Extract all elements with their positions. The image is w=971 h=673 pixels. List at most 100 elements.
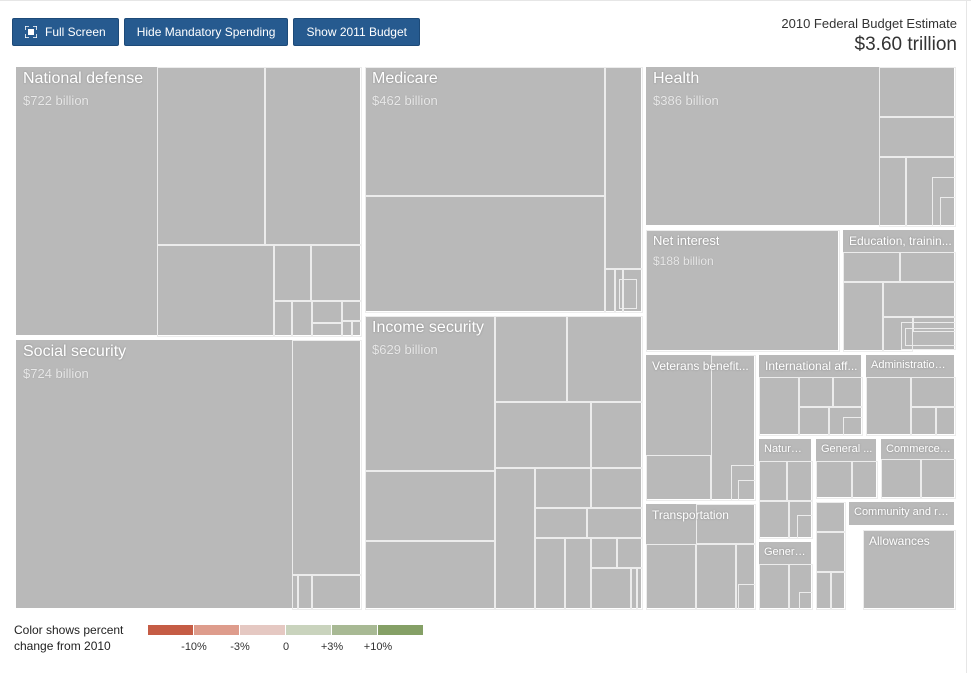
- treemap-subcell[interactable]: [816, 532, 846, 572]
- treemap-subcell[interactable]: [587, 508, 643, 538]
- treemap-subcell[interactable]: [843, 417, 863, 436]
- treemap-subcell[interactable]: [816, 502, 846, 532]
- treemap-subcell[interactable]: [591, 468, 643, 508]
- treemap-subcell[interactable]: [495, 402, 591, 468]
- treemap-subcell[interactable]: [759, 377, 799, 436]
- treemap-subcell[interactable]: [787, 461, 813, 501]
- treemap-subcell[interactable]: [905, 328, 956, 346]
- treemap-cell-10-administration[interactable]: Administration ...: [865, 354, 956, 436]
- treemap-cell-5-health[interactable]: Health $386 billion: [645, 66, 956, 227]
- treemap-subcell[interactable]: [605, 67, 643, 269]
- treemap-cell-18-allowances[interactable]: Allowances: [862, 529, 956, 610]
- treemap-subcell[interactable]: [881, 459, 921, 499]
- treemap-subcell[interactable]: [843, 282, 883, 352]
- treemap-subcell[interactable]: [637, 568, 643, 610]
- treemap-subcell[interactable]: [940, 197, 956, 227]
- treemap-subcell[interactable]: [591, 402, 643, 468]
- treemap-subcell[interactable]: [365, 196, 605, 313]
- treemap-subcell[interactable]: [591, 568, 631, 610]
- treemap-subcell[interactable]: [759, 461, 787, 501]
- treemap-subcell[interactable]: [535, 468, 591, 508]
- treemap-subcell[interactable]: [799, 592, 813, 610]
- treemap-subcell[interactable]: [535, 538, 565, 610]
- treemap-subcell[interactable]: [311, 245, 362, 301]
- treemap-subcell[interactable]: [831, 572, 846, 610]
- treemap-subcell[interactable]: [157, 245, 274, 337]
- treemap-cell-13-commerce[interactable]: Commerce ...: [880, 438, 956, 499]
- treemap-subcell[interactable]: [799, 407, 829, 436]
- treemap-subcell[interactable]: [617, 538, 643, 568]
- treemap-subcell[interactable]: [879, 157, 906, 227]
- treemap-subcell[interactable]: [605, 269, 615, 313]
- treemap-subcell[interactable]: [495, 468, 535, 610]
- treemap-subcell[interactable]: [591, 538, 617, 568]
- treemap-subcell[interactable]: [879, 67, 956, 117]
- treemap-subcell[interactable]: [365, 471, 495, 541]
- treemap-subcell[interactable]: [759, 501, 789, 539]
- show-2011-budget-button[interactable]: Show 2011 Budget: [293, 18, 420, 46]
- treemap-cell-8-veterans-benefit[interactable]: Veterans benefit...: [645, 354, 756, 501]
- treemap-subcell[interactable]: [646, 230, 840, 352]
- treemap-cell-16-general[interactable]: General...: [758, 541, 813, 610]
- full-screen-button[interactable]: Full Screen: [12, 18, 119, 46]
- treemap-subcell[interactable]: [274, 245, 311, 301]
- treemap-subcell[interactable]: [799, 377, 833, 407]
- treemap-cell-9-international-aff[interactable]: International aff...: [758, 354, 863, 436]
- treemap-subcell[interactable]: [816, 461, 852, 499]
- treemap-subcell[interactable]: [274, 301, 292, 337]
- treemap-cell-7-education-trainin[interactable]: Education, trainin...: [842, 229, 956, 352]
- treemap-subcell[interactable]: [365, 541, 495, 610]
- treemap-cell-3-medicare[interactable]: Medicare $462 billion: [364, 66, 643, 313]
- treemap-subcell[interactable]: [495, 316, 567, 402]
- treemap-subcell[interactable]: [843, 252, 900, 282]
- treemap-subcell[interactable]: [342, 321, 352, 337]
- treemap-cell-12-general[interactable]: General ...: [815, 438, 878, 499]
- treemap-subcell[interactable]: [936, 407, 956, 436]
- treemap-cell-4-income-security[interactable]: Income security $629 billion: [364, 315, 643, 610]
- treemap-subcell[interactable]: [535, 508, 587, 538]
- treemap-subcell[interactable]: [623, 269, 643, 313]
- treemap-subcell[interactable]: [365, 67, 605, 196]
- treemap-subcell[interactable]: [646, 455, 711, 501]
- treemap-subcell[interactable]: [567, 316, 643, 402]
- treemap-subcell[interactable]: [312, 575, 362, 610]
- treemap-subcell[interactable]: [631, 568, 637, 610]
- treemap-subcell[interactable]: [292, 575, 298, 610]
- treemap-subcell[interactable]: [797, 515, 813, 539]
- treemap-subcell[interactable]: [738, 480, 756, 501]
- treemap-cell-14-transportation[interactable]: Transportation: [645, 503, 756, 610]
- treemap-subcell[interactable]: [157, 67, 265, 245]
- treemap-subcell[interactable]: [863, 530, 956, 610]
- hide-mandatory-spending-button[interactable]: Hide Mandatory Spending: [123, 18, 289, 46]
- treemap-cell-6-net-interest[interactable]: Net interest $188 billion: [645, 229, 840, 352]
- treemap-subcell[interactable]: [921, 459, 956, 499]
- treemap-subcell[interactable]: [365, 316, 495, 471]
- treemap-subcell[interactable]: [883, 317, 913, 352]
- treemap-subcell[interactable]: [352, 321, 362, 337]
- treemap-cell-11-natural[interactable]: Natural...: [758, 438, 813, 539]
- treemap-subcell[interactable]: [298, 575, 312, 610]
- treemap-subcell[interactable]: [615, 269, 623, 313]
- treemap-subcell[interactable]: [292, 340, 362, 575]
- treemap-subcell[interactable]: [911, 407, 936, 436]
- treemap-subcell[interactable]: [696, 504, 756, 544]
- treemap-cell-1-national-defense[interactable]: National defense $722 billion: [15, 66, 362, 337]
- treemap-subcell[interactable]: [619, 279, 637, 309]
- treemap-subcell[interactable]: [738, 584, 756, 610]
- treemap-subcell[interactable]: [342, 301, 362, 321]
- treemap-subcell[interactable]: [866, 377, 911, 436]
- treemap-subcell[interactable]: [883, 282, 956, 317]
- treemap-subcell[interactable]: [833, 377, 863, 407]
- treemap-subcell[interactable]: [879, 117, 956, 157]
- treemap-subcell[interactable]: [816, 572, 831, 610]
- treemap-subcell[interactable]: [646, 544, 696, 610]
- treemap-subcell[interactable]: [312, 323, 342, 337]
- treemap-subcell[interactable]: [696, 544, 736, 610]
- treemap-subcell[interactable]: [312, 301, 342, 323]
- treemap-subcell[interactable]: [759, 564, 789, 610]
- treemap-subcell[interactable]: [265, 67, 362, 245]
- treemap-cell-15-community-and-re[interactable]: Community and re...: [848, 501, 955, 526]
- treemap-subcell[interactable]: [900, 252, 956, 282]
- treemap-cell-2-social-security[interactable]: Social security $724 billion: [15, 339, 362, 610]
- treemap-subcell[interactable]: [565, 538, 591, 610]
